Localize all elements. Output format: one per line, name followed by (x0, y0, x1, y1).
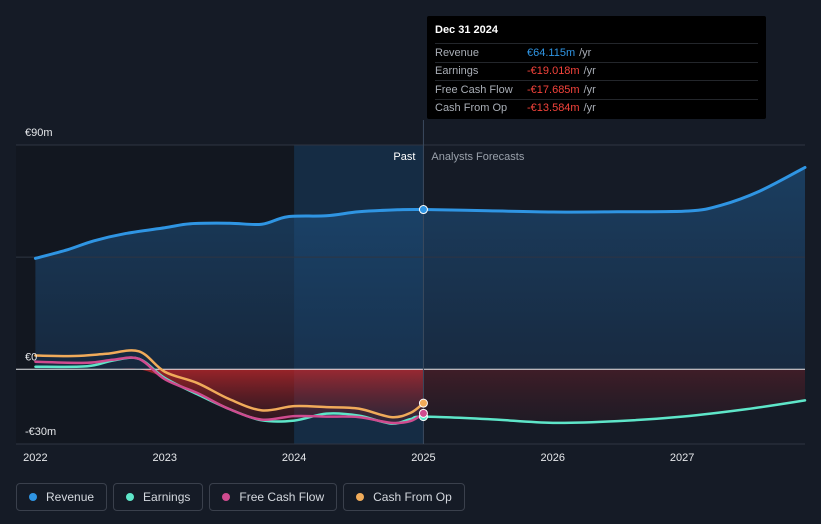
x-tick-label: 2024 (282, 452, 306, 464)
series-line-cash-from-op (34, 349, 425, 419)
legend-dot-icon (126, 493, 135, 501)
tooltip-row-revenue: Revenue €64.115m /yr (435, 43, 758, 62)
legend-dot-icon (356, 493, 365, 501)
x-tick-label: 2022 (23, 452, 47, 464)
revenue-area (35, 167, 806, 370)
legend-label: Cash From Op (373, 490, 452, 504)
y-tick-label: €0 (25, 351, 37, 363)
tooltip-row-cash-from-op: Cash From Op -€13.584m /yr (435, 98, 758, 118)
earnings-negative-area (35, 368, 424, 424)
tooltip: Dec 31 2024 Revenue €64.115m /yr Earning… (427, 16, 766, 119)
past-label: Past (393, 151, 415, 163)
x-tick-label: 2023 (153, 452, 177, 464)
legend-item-revenue[interactable]: Revenue (16, 483, 108, 511)
tooltip-row-free-cash-flow: Free Cash Flow -€17.685m /yr (435, 80, 758, 99)
tooltip-value: -€19.018m (527, 65, 580, 78)
y-tick-label: -€30m (25, 426, 56, 438)
legend-item-earnings[interactable]: Earnings (113, 483, 204, 511)
marker-free-cash-flow (418, 408, 428, 418)
tooltip-label: Earnings (435, 65, 479, 78)
legend-dot-icon (29, 493, 37, 501)
x-tick-label: 2026 (541, 452, 565, 464)
marker-cash-from-op (418, 398, 428, 408)
marker-revenue (418, 205, 428, 215)
series-line-revenue (33, 165, 807, 260)
tooltip-unit: /yr (583, 83, 596, 96)
x-tick-label: 2027 (670, 452, 694, 464)
tooltip-value: -€17.685m (527, 83, 580, 96)
tooltip-value: -€13.584m (527, 102, 580, 115)
tooltip-label: Cash From Op (435, 102, 508, 115)
tooltip-label: Revenue (435, 46, 480, 59)
legend: Revenue Earnings Free Cash Flow Cash Fro… (16, 483, 465, 511)
series-line-free-cash-flow (34, 356, 425, 425)
tooltip-unit: /yr (579, 46, 592, 59)
tooltip-label: Free Cash Flow (435, 83, 513, 96)
x-tick-label: 2025 (411, 452, 435, 464)
tooltip-unit: /yr (583, 102, 596, 115)
earnings-forecast-area (423, 369, 805, 423)
forecast-label: Analysts Forecasts (431, 151, 524, 163)
legend-dot-icon (222, 493, 231, 501)
tooltip-unit: /yr (583, 65, 596, 78)
tooltip-row-earnings: Earnings -€19.018m /yr (435, 61, 758, 81)
legend-label: Revenue (46, 490, 95, 504)
legend-item-free-cash-flow[interactable]: Free Cash Flow (209, 483, 338, 511)
legend-label: Earnings (143, 490, 191, 504)
y-tick-label: €90m (25, 127, 53, 139)
tooltip-date: Dec 31 2024 (435, 24, 498, 36)
legend-item-cash-from-op[interactable]: Cash From Op (343, 483, 465, 511)
legend-label: Free Cash Flow (239, 490, 325, 504)
tooltip-value: €64.115m (527, 46, 576, 59)
